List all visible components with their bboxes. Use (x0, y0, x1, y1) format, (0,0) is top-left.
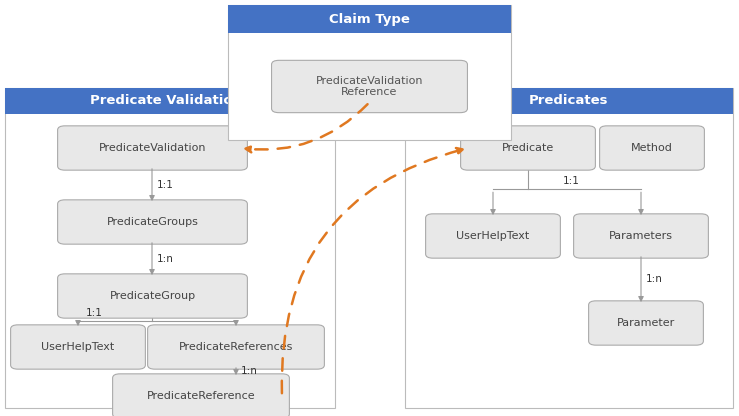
FancyArrowPatch shape (245, 104, 367, 152)
Bar (228, 5, 511, 33)
FancyBboxPatch shape (460, 126, 596, 170)
FancyBboxPatch shape (58, 274, 248, 318)
FancyArrowPatch shape (282, 148, 463, 393)
Text: Parameters: Parameters (609, 231, 673, 241)
Text: PredicateGroup: PredicateGroup (109, 291, 196, 301)
Bar (405, 88, 733, 408)
Text: Predicates: Predicates (529, 94, 609, 107)
Text: Predicate Validations: Predicate Validations (90, 94, 250, 107)
Bar (5, 88, 335, 114)
FancyBboxPatch shape (573, 214, 709, 258)
FancyBboxPatch shape (426, 214, 560, 258)
FancyBboxPatch shape (271, 60, 468, 113)
Text: 1:1: 1:1 (563, 176, 580, 186)
FancyBboxPatch shape (10, 325, 146, 369)
Text: Claim Type: Claim Type (329, 12, 410, 25)
FancyBboxPatch shape (148, 325, 324, 369)
Text: PredicateReferences: PredicateReferences (179, 342, 293, 352)
Text: PredicateValidation
Reference: PredicateValidation Reference (316, 76, 423, 97)
Text: UserHelpText: UserHelpText (41, 342, 115, 352)
Text: Method: Method (631, 143, 673, 153)
Text: 1:1: 1:1 (86, 308, 103, 318)
Text: Predicate: Predicate (502, 143, 554, 153)
Text: PredicateValidation: PredicateValidation (99, 143, 206, 153)
Text: 1:n: 1:n (646, 274, 663, 284)
Bar (405, 88, 733, 114)
Text: Parameter: Parameter (617, 318, 675, 328)
Text: 1:1: 1:1 (157, 180, 174, 190)
Text: 1:n: 1:n (157, 254, 174, 264)
FancyBboxPatch shape (58, 200, 248, 244)
Bar (228, 5, 511, 140)
Text: PredicateGroups: PredicateGroups (106, 217, 199, 227)
FancyBboxPatch shape (112, 374, 290, 416)
FancyBboxPatch shape (58, 126, 248, 170)
Bar (5, 88, 335, 408)
Text: 1:n: 1:n (241, 366, 258, 376)
FancyBboxPatch shape (588, 301, 704, 345)
FancyBboxPatch shape (599, 126, 704, 170)
Text: PredicateReference: PredicateReference (146, 391, 255, 401)
Text: UserHelpText: UserHelpText (457, 231, 530, 241)
